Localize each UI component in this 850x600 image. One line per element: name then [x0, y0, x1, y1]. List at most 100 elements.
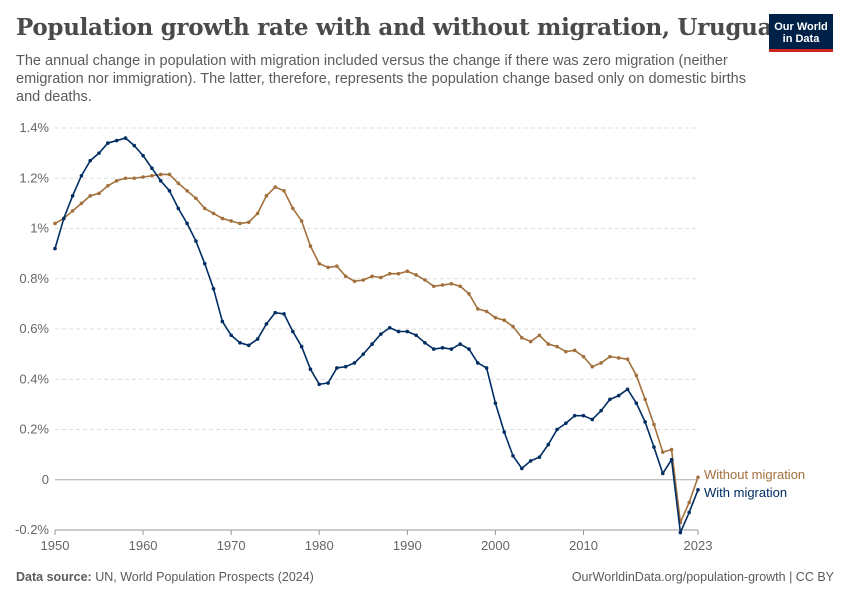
- series-with-migration-point[interactable]: [326, 381, 330, 385]
- series-without-migration-point[interactable]: [520, 335, 524, 340]
- series-with-migration-point[interactable]: [511, 454, 515, 458]
- series-without-migration-point[interactable]: [361, 278, 366, 282]
- series-with-migration-point[interactable]: [308, 367, 313, 372]
- series-with-migration-point[interactable]: [97, 151, 101, 155]
- series-without-migration-point[interactable]: [106, 183, 110, 188]
- series-without-migration-point[interactable]: [484, 309, 489, 314]
- series-with-migration-point[interactable]: [352, 361, 357, 365]
- series-without-migration-line[interactable]: [54, 173, 699, 524]
- series-without-migration-point[interactable]: [123, 176, 128, 181]
- series-with-migration-point[interactable]: [687, 510, 691, 515]
- series-without-migration-point[interactable]: [255, 211, 260, 216]
- series-with-migration-point[interactable]: [317, 382, 322, 387]
- series-without-migration-point[interactable]: [88, 194, 93, 198]
- series-without-migration-point[interactable]: [282, 189, 286, 193]
- series-without-migration-point[interactable]: [475, 307, 480, 311]
- series-with-migration-point[interactable]: [53, 246, 57, 251]
- series-without-migration-point[interactable]: [572, 348, 577, 353]
- series-with-migration-point[interactable]: [361, 352, 366, 356]
- series-without-migration-point[interactable]: [581, 354, 586, 359]
- series-without-migration-point[interactable]: [414, 273, 418, 277]
- series-without-migration-point[interactable]: [546, 342, 551, 346]
- series-without-migration-point[interactable]: [599, 361, 603, 365]
- series-with-migration-point[interactable]: [114, 138, 119, 143]
- series-with-migration-point[interactable]: [643, 420, 647, 424]
- series-with-migration-point[interactable]: [211, 287, 216, 291]
- series-with-migration-point[interactable]: [502, 430, 507, 434]
- series-without-migration-point[interactable]: [431, 284, 436, 289]
- series-without-migration-point[interactable]: [238, 221, 242, 226]
- series-with-migration-point[interactable]: [185, 221, 189, 226]
- series-with-migration-point[interactable]: [246, 343, 251, 348]
- series-with-migration-point[interactable]: [343, 364, 348, 369]
- series-without-migration-point[interactable]: [590, 364, 595, 369]
- series-with-migration-point[interactable]: [62, 216, 66, 221]
- series-with-migration-point[interactable]: [150, 166, 154, 170]
- series-without-migration-point[interactable]: [167, 172, 172, 177]
- series-without-migration-point[interactable]: [396, 271, 401, 276]
- legend-label-without-migration[interactable]: Without migration: [704, 467, 805, 482]
- series-with-migration-point[interactable]: [70, 194, 75, 198]
- series-without-migration-point[interactable]: [458, 284, 462, 289]
- series-with-migration-point[interactable]: [379, 332, 383, 336]
- series-with-migration-point[interactable]: [484, 366, 489, 370]
- series-with-migration-point[interactable]: [590, 417, 595, 422]
- data-source-text[interactable]: UN, World Population Prospects (2024): [95, 570, 314, 584]
- series-with-migration-point[interactable]: [616, 393, 621, 398]
- series-with-migration-point[interactable]: [599, 408, 603, 413]
- series-without-migration-point[interactable]: [114, 178, 119, 183]
- series-without-migration-point[interactable]: [158, 172, 163, 177]
- series-with-migration-point[interactable]: [555, 427, 559, 432]
- series-without-migration-point[interactable]: [669, 447, 674, 452]
- series-without-migration-point[interactable]: [326, 265, 330, 270]
- series-without-migration-point[interactable]: [449, 281, 454, 286]
- series-with-migration-point[interactable]: [414, 333, 418, 338]
- series-without-migration-point[interactable]: [176, 181, 181, 186]
- series-without-migration-point[interactable]: [291, 206, 295, 211]
- series-with-migration-point[interactable]: [467, 347, 471, 351]
- series-with-migration-point[interactable]: [387, 325, 392, 330]
- series-with-migration-point[interactable]: [440, 346, 445, 350]
- series-with-migration-point[interactable]: [194, 239, 198, 243]
- series-without-migration-point[interactable]: [467, 292, 471, 296]
- series-with-migration-point[interactable]: [335, 366, 339, 370]
- series-with-migration-point[interactable]: [423, 341, 427, 345]
- series-with-migration-point[interactable]: [220, 319, 225, 324]
- series-without-migration-point[interactable]: [220, 216, 225, 221]
- series-without-migration-point[interactable]: [70, 209, 75, 213]
- series-without-migration-point[interactable]: [202, 206, 207, 211]
- series-with-migration-point[interactable]: [167, 189, 172, 193]
- series-without-migration-point[interactable]: [370, 274, 374, 279]
- series-with-migration-point[interactable]: [564, 421, 568, 426]
- series-without-migration-point[interactable]: [343, 274, 348, 279]
- series-with-migration-point[interactable]: [396, 329, 401, 334]
- series-without-migration-point[interactable]: [211, 211, 216, 216]
- series-without-migration-point[interactable]: [440, 283, 445, 287]
- series-without-migration-point[interactable]: [264, 194, 269, 198]
- series-with-migration-point[interactable]: [132, 143, 137, 148]
- series-with-migration-point[interactable]: [79, 173, 84, 178]
- series-without-migration-point[interactable]: [528, 339, 533, 344]
- series-with-migration-point[interactable]: [123, 136, 128, 140]
- series-with-migration-point[interactable]: [106, 141, 110, 145]
- series-without-migration-point[interactable]: [405, 269, 410, 274]
- series-with-migration-point[interactable]: [634, 401, 639, 405]
- legend-label-with-migration[interactable]: With migration: [704, 485, 787, 500]
- series-without-migration-point[interactable]: [273, 185, 278, 189]
- series-without-migration-point[interactable]: [379, 275, 383, 280]
- series-without-migration-point[interactable]: [696, 475, 700, 480]
- series-with-migration-point[interactable]: [273, 310, 278, 315]
- series-without-migration-point[interactable]: [502, 318, 507, 323]
- series-without-migration-point[interactable]: [229, 219, 233, 223]
- series-with-migration-point[interactable]: [264, 322, 269, 326]
- series-without-migration-point[interactable]: [643, 397, 647, 402]
- series-without-migration-point[interactable]: [511, 324, 515, 329]
- series-without-migration-point[interactable]: [555, 344, 559, 349]
- series-without-migration-point[interactable]: [317, 261, 322, 266]
- series-without-migration-point[interactable]: [299, 219, 304, 223]
- series-with-migration-point[interactable]: [493, 401, 498, 405]
- series-with-migration-point[interactable]: [176, 206, 181, 211]
- series-with-migration-point[interactable]: [282, 312, 286, 316]
- series-without-migration-point[interactable]: [150, 173, 154, 178]
- series-with-migration-point[interactable]: [370, 342, 374, 346]
